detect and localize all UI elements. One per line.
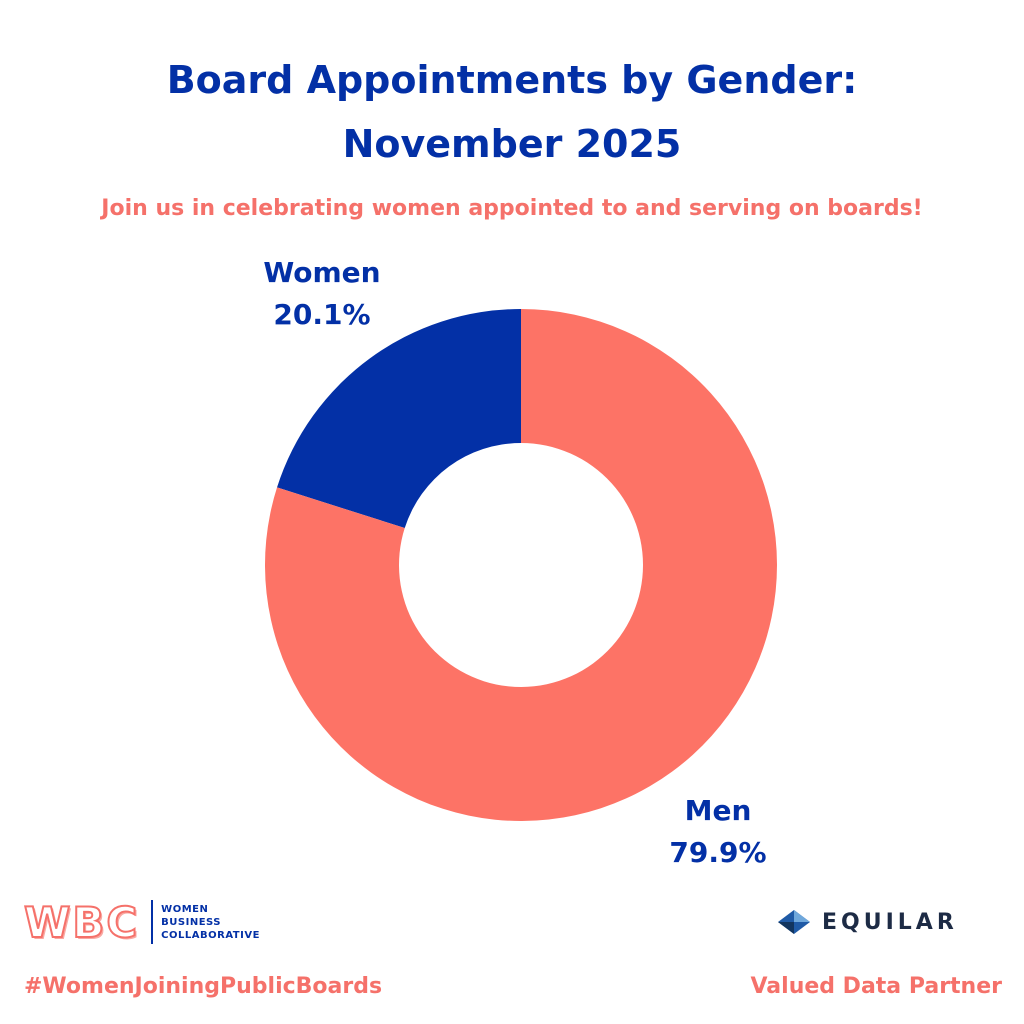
label-women-name: Women [263, 256, 380, 289]
label-women-value: 20.1% [273, 298, 370, 331]
slice-women [277, 309, 521, 528]
equilar-wordmark: EQUILAR [822, 910, 958, 935]
equilar-diamond-icon [778, 910, 810, 934]
wbc-word-2: BUSINESS [161, 916, 260, 929]
wbc-word-3: COLLABORATIVE [161, 929, 260, 942]
wbc-logo: WBC WOMEN BUSINESS COLLABORATIVE [24, 896, 260, 948]
wbc-logo-mark: WBC [24, 898, 139, 947]
equilar-logo: EQUILAR [778, 904, 958, 940]
label-men-value: 79.9% [669, 836, 766, 869]
wbc-logo-words: WOMEN BUSINESS COLLABORATIVE [161, 903, 260, 942]
wbc-logo-divider [151, 900, 153, 944]
hashtag: #WomenJoiningPublicBoards [24, 974, 382, 999]
label-men-name: Men [685, 794, 752, 827]
data-partner-label: Valued Data Partner [750, 974, 1002, 999]
wbc-word-1: WOMEN [161, 903, 260, 916]
